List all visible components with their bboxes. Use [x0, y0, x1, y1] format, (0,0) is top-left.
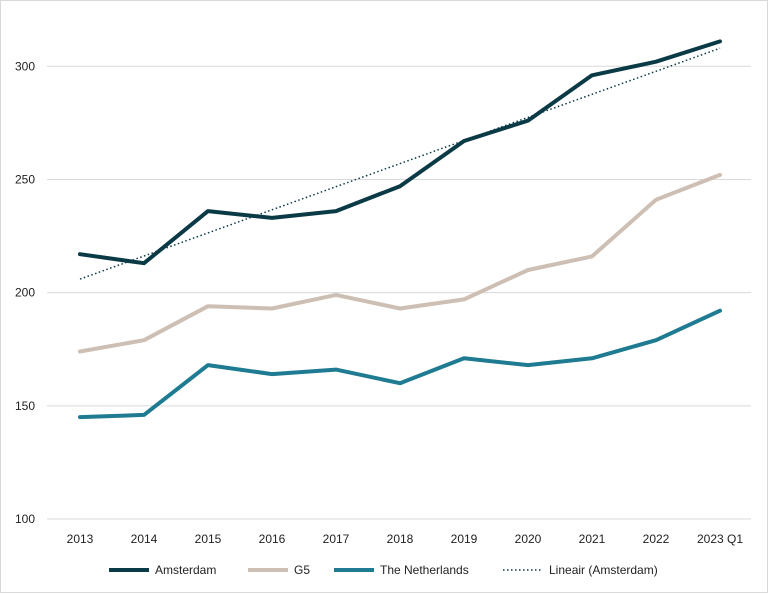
x-tick-label: 2015 [195, 532, 222, 546]
x-tick-label: 2017 [323, 532, 350, 546]
x-tick-label: 2022 [643, 532, 670, 546]
series-line-g5 [78, 172, 722, 354]
x-tick-label: 2019 [451, 532, 478, 546]
legend-label: Amsterdam [155, 563, 216, 577]
legend-label: G5 [294, 563, 310, 577]
series-line-amsterdam [78, 39, 722, 266]
x-tick-label: 2016 [259, 532, 286, 546]
x-tick-label: 2021 [579, 532, 606, 546]
x-tick-label: 2020 [515, 532, 542, 546]
y-tick-label: 250 [15, 172, 35, 186]
series-line-the-netherlands [78, 308, 722, 420]
y-tick-label: 200 [15, 286, 35, 300]
series-line-lineair-amsterdam [79, 47, 721, 280]
x-tick-label: 2014 [131, 532, 158, 546]
y-tick-label: 100 [15, 512, 35, 526]
x-tick-label: 2023 Q1 [697, 532, 743, 546]
x-tick-label: 2013 [67, 532, 94, 546]
x-tick-label: 2018 [387, 532, 414, 546]
y-tick-label: 300 [15, 59, 35, 73]
legend-label: The Netherlands [380, 563, 469, 577]
y-tick-label: 150 [15, 399, 35, 413]
legend-label: Lineair (Amsterdam) [549, 563, 658, 577]
